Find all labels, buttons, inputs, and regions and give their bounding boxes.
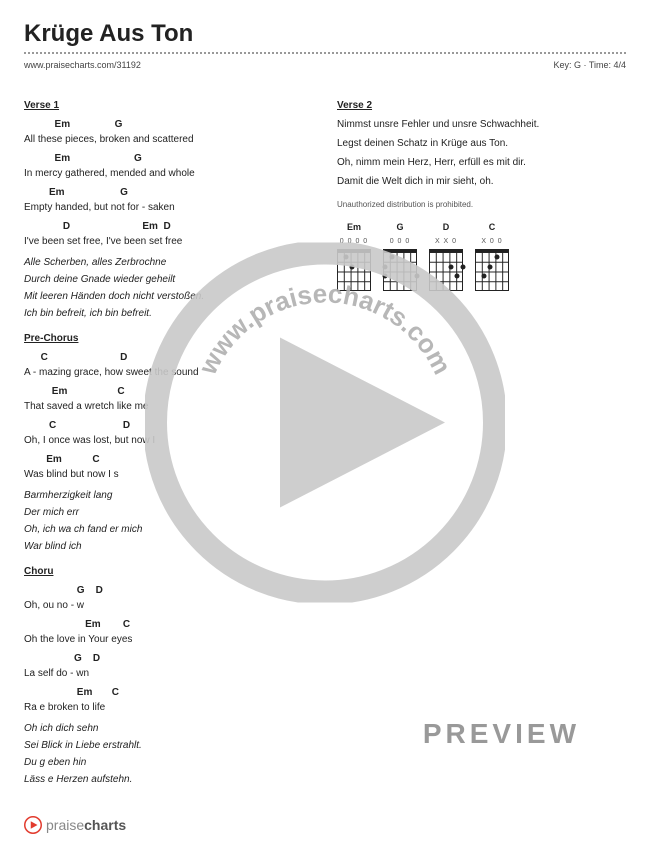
lyric-line: Legst deinen Schatz in Krüge aus Ton.: [337, 136, 626, 151]
lyric-line: I've been set free, I've been set free: [24, 234, 313, 249]
chord-nut: X 0 0: [475, 237, 509, 248]
chorus-body: G D Oh, ou no - w Em C Oh the love in Yo…: [24, 583, 313, 715]
chord-line: C D: [24, 350, 313, 365]
verse2-title: Verse 2: [337, 98, 626, 113]
page-title: Krüge Aus Ton: [24, 20, 626, 48]
chord-name: Em: [337, 221, 371, 235]
chord-line: D Em D: [24, 219, 313, 234]
chorus-title: Choru: [24, 564, 313, 579]
fretboard: [383, 249, 417, 291]
chord-name: D: [429, 221, 463, 235]
chord-nut: X X 0: [429, 237, 463, 248]
lyric-line: In mercy gathered, mended and whole: [24, 166, 313, 181]
footer-brand: praisecharts: [46, 817, 126, 833]
italic-line: Der mich err: [24, 505, 313, 520]
chord-diagrams: Em 0 0 0 0 G 0 0 0 D X X 0 C X 0 0: [337, 221, 626, 291]
italic-line: Durch deine Gnade wieder geheilt: [24, 272, 313, 287]
key-time: Key: G · Time: 4/4: [553, 60, 626, 70]
lyric-line: Nimmst unsre Fehler und unsre Schwachhei…: [337, 117, 626, 132]
footer-brand-bold: charts: [84, 817, 126, 833]
fretboard: [475, 249, 509, 291]
chord-line: Em G: [24, 185, 313, 200]
italic-line: Alle Scherben, alles Zerbrochne: [24, 255, 313, 270]
chord-diagram: C X 0 0: [475, 221, 509, 291]
chord-line: G D: [24, 651, 313, 666]
left-column: Verse 1 Em G All these pieces, broken an…: [24, 88, 313, 795]
chord-nut: 0 0 0: [383, 237, 417, 248]
chord-diagram: D X X 0: [429, 221, 463, 291]
meta-row: www.praisecharts.com/31192 Key: G · Time…: [24, 60, 626, 70]
footer-brand-light: praise: [46, 817, 84, 833]
lyric-line: Empty handed, but not for - saken: [24, 200, 313, 215]
italic-line: Oh ich dich sehn: [24, 721, 313, 736]
chord-diagram: Em 0 0 0 0: [337, 221, 371, 291]
italic-line: Du g eben hin: [24, 755, 313, 770]
preview-label: PREVIEW: [423, 718, 580, 750]
content-columns: Verse 1 Em G All these pieces, broken an…: [24, 88, 626, 795]
lyric-line: La self do - wn: [24, 666, 313, 681]
verse2-body: Nimmst unsre Fehler und unsre Schwachhei…: [337, 117, 626, 189]
italic-line: Oh, ich wa ch fand er mich: [24, 522, 313, 537]
right-column: Verse 2 Nimmst unsre Fehler und unsre Sc…: [337, 88, 626, 795]
verse1-body: Em G All these pieces, broken and scatte…: [24, 117, 313, 249]
lyric-line: A - mazing grace, how sweet the sound: [24, 365, 313, 380]
lyric-line: All these pieces, broken and scattered: [24, 132, 313, 147]
italic-line: Barmherzigkeit lang: [24, 488, 313, 503]
chord-line: Em G: [24, 151, 313, 166]
verse1-translation: Alle Scherben, alles Zerbrochne Durch de…: [24, 255, 313, 321]
verse1-title: Verse 1: [24, 98, 313, 113]
disclaimer: Unauthorized distribution is prohibited.: [337, 199, 626, 211]
chord-diagram: G 0 0 0: [383, 221, 417, 291]
italic-line: Läss e Herzen aufstehn.: [24, 772, 313, 787]
fretboard: [429, 249, 463, 291]
divider: [24, 52, 626, 54]
chord-name: C: [475, 221, 509, 235]
lyric-line: That saved a wretch like me: [24, 399, 313, 414]
lyric-line: Oh the love in Your eyes: [24, 632, 313, 647]
prechorus-body: C D A - mazing grace, how sweet the soun…: [24, 350, 313, 482]
prechorus-translation: Barmherzigkeit lang Der mich err Oh, ich…: [24, 488, 313, 554]
chord-line: Em C: [24, 685, 313, 700]
italic-line: Mit leeren Händen doch nicht verstoßen.: [24, 289, 313, 304]
fretboard: [337, 249, 371, 291]
chord-line: Em C: [24, 384, 313, 399]
chord-nut: 0 0 0 0: [337, 237, 371, 248]
lyric-line: Oh, I once was lost, but now I: [24, 433, 313, 448]
italic-line: Ich bin befreit, ich bin befreit.: [24, 306, 313, 321]
chord-line: C D: [24, 418, 313, 433]
chord-line: Em C: [24, 452, 313, 467]
lyric-line: Oh, nimm mein Herz, Herr, erfüll es mit …: [337, 155, 626, 170]
footer-logo: praisecharts: [24, 816, 126, 834]
chorus-translation: Oh ich dich sehn Sei Blick in Liebe erst…: [24, 721, 313, 787]
chord-line: Em G: [24, 117, 313, 132]
source-url: www.praisecharts.com/31192: [24, 60, 141, 70]
lyric-line: Ra e broken to life: [24, 700, 313, 715]
play-icon: [24, 816, 42, 834]
prechorus-title: Pre-Chorus: [24, 331, 313, 346]
chord-line: G D: [24, 583, 313, 598]
chord-line: Em C: [24, 617, 313, 632]
lyric-line: Damit die Welt dich in mir sieht, oh.: [337, 174, 626, 189]
lyric-line: Was blind but now I s: [24, 467, 313, 482]
chord-name: G: [383, 221, 417, 235]
italic-line: War blind ich: [24, 539, 313, 554]
italic-line: Sei Blick in Liebe erstrahlt.: [24, 738, 313, 753]
lyric-line: Oh, ou no - w: [24, 598, 313, 613]
